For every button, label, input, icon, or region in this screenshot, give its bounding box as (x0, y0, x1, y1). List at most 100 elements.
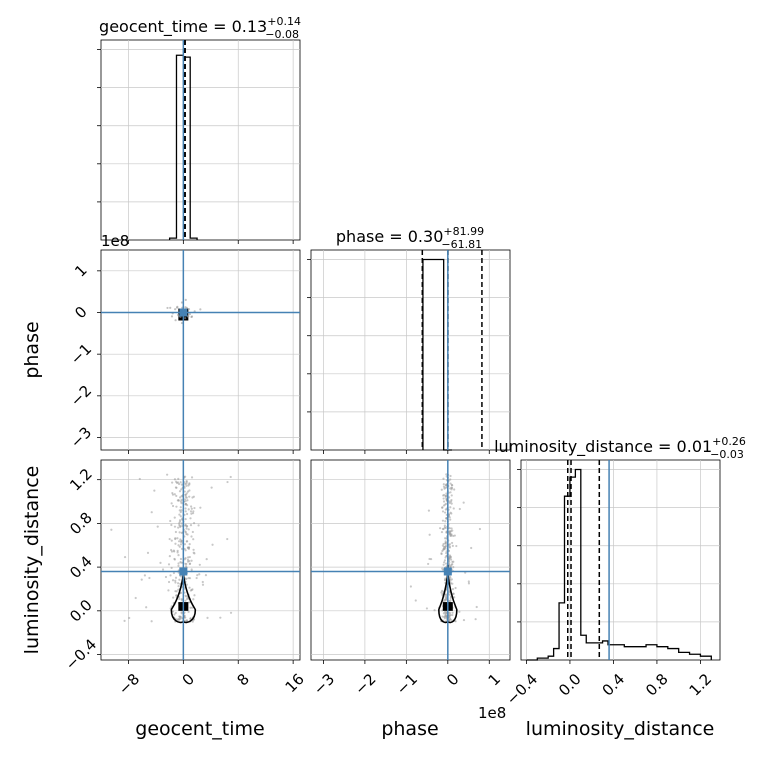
sample-point (188, 312, 191, 316)
hist-step (526, 468, 712, 661)
sample-point (445, 541, 448, 544)
sample-point (180, 539, 183, 543)
sample-point (428, 533, 431, 536)
sample-point (445, 517, 448, 520)
sample-point (442, 497, 445, 500)
sample-point (177, 588, 180, 591)
sample-point (443, 493, 446, 497)
panel-phase-vs-luminosity_distance (310, 459, 511, 661)
y-axis-label-luminosity-distance: luminosity_distance (21, 466, 43, 655)
sample-point (192, 598, 195, 601)
sample-point (442, 563, 445, 566)
sample-point (184, 298, 187, 302)
sample-point (148, 576, 151, 580)
sample-point (183, 558, 186, 561)
sample-point (184, 493, 187, 496)
sample-point (143, 574, 147, 577)
sample-point (174, 537, 177, 541)
sample-point (201, 580, 204, 584)
y-tick-label: 0.8 (66, 509, 96, 539)
sample-point (195, 576, 198, 580)
sample-point (167, 563, 171, 566)
sample-point (170, 523, 173, 527)
sample-point (192, 522, 196, 525)
sample-point (454, 586, 457, 590)
sample-point (448, 527, 451, 530)
sample-point (449, 558, 453, 561)
panel-geocent_time-vs-phase (100, 249, 301, 451)
x-tick-label: 1 (485, 670, 504, 689)
sample-point (192, 510, 195, 513)
x-tick-label: 0.8 (642, 670, 672, 700)
sample-point (451, 588, 455, 591)
sample-point (123, 555, 127, 559)
y-tick-label: 1 (71, 261, 90, 280)
sample-point (180, 522, 183, 525)
sample-point (445, 497, 448, 500)
sample-point (187, 576, 190, 580)
sample-point (178, 545, 181, 548)
sample-point (445, 544, 448, 547)
sample-point (172, 571, 176, 575)
title-median: 0.01 (677, 437, 713, 456)
sample-point (428, 557, 431, 561)
sample-point (174, 486, 178, 489)
sample-point (189, 606, 192, 609)
sample-point (184, 562, 187, 565)
sample-point (443, 487, 446, 490)
sample-point (188, 562, 191, 566)
sample-point (442, 477, 445, 480)
sample-point (177, 618, 180, 622)
sample-point (173, 613, 176, 616)
sample-point (140, 578, 143, 581)
sample-point (190, 476, 194, 479)
sample-point (448, 600, 451, 603)
title-equals: = (384, 227, 408, 246)
sample-point (450, 619, 453, 622)
sample-point (178, 522, 181, 525)
sample-point (180, 599, 184, 602)
sample-point (179, 515, 182, 518)
sample-point (425, 607, 429, 610)
sample-point (171, 579, 175, 582)
sample-point (179, 557, 183, 561)
sample-point (174, 611, 177, 615)
sample-point (173, 516, 176, 519)
sample-point (167, 589, 170, 592)
sample-point (180, 509, 183, 512)
sample-point (184, 530, 187, 533)
sample-point (190, 315, 193, 319)
sample-point (462, 618, 466, 622)
sample-point (186, 558, 189, 561)
sample-point (198, 573, 201, 576)
sample-point (478, 527, 482, 531)
sample-point (177, 540, 181, 543)
sample-point (448, 546, 451, 549)
sample-point (171, 481, 174, 484)
sample-point (192, 495, 195, 498)
sample-point (444, 577, 447, 580)
sample-point (451, 484, 454, 487)
sample-point (177, 477, 180, 480)
sample-point (178, 597, 181, 601)
sample-point (452, 592, 455, 595)
sample-point (185, 479, 188, 483)
sample-point (177, 582, 180, 585)
sample-point (441, 506, 444, 509)
sample-point (440, 488, 443, 491)
sample-point (449, 565, 452, 568)
sample-point (444, 556, 447, 559)
title-equals: = (208, 17, 232, 36)
panels-layer (97, 39, 721, 661)
sample-point (192, 551, 195, 554)
sample-point (449, 597, 452, 600)
sample-point (168, 537, 171, 541)
sample-point (175, 306, 179, 309)
sample-point (180, 575, 183, 578)
y-tick-label: 0.4 (66, 552, 96, 582)
sample-point (173, 557, 176, 561)
panel-frame (100, 249, 301, 451)
sample-point (185, 484, 188, 487)
sample-point (178, 513, 181, 516)
sample-point (453, 488, 456, 491)
